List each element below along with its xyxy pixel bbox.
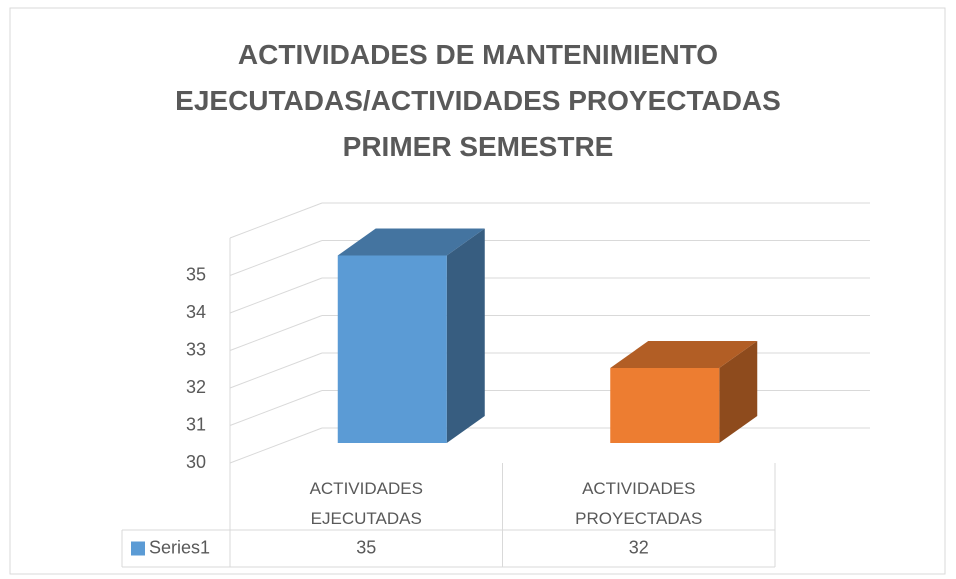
chart-title: ACTIVIDADES DE MANTENIMIENTO EJECUTADAS/… — [175, 39, 781, 162]
x-tick-label: ACTIVIDADES EJECUTADAS — [309, 479, 423, 528]
grid-line — [229, 352, 323, 389]
y-tick-label: 31 — [186, 414, 206, 434]
bar-side — [446, 228, 485, 443]
x-tick-label: ACTIVIDADES PROYECTADAS — [575, 479, 703, 528]
grid-line — [229, 427, 323, 464]
wall-edge — [229, 202, 323, 239]
bar-top — [610, 341, 758, 368]
y-tick-label: 32 — [186, 377, 206, 397]
legend-key — [131, 541, 145, 556]
table-value: 32 — [629, 537, 649, 557]
grid-line — [229, 315, 323, 351]
table-value: 35 — [356, 537, 376, 557]
grid-line — [229, 390, 323, 426]
grid-line — [229, 240, 323, 276]
y-tick-label: 30 — [186, 452, 206, 472]
grid-line — [229, 277, 323, 314]
bar-top — [337, 228, 485, 256]
legend-label: Series1 — [149, 537, 210, 557]
y-tick-label: 33 — [186, 339, 206, 359]
bar — [337, 255, 447, 443]
y-tick-label: 34 — [186, 302, 206, 322]
bar — [610, 368, 720, 443]
y-tick-label: 35 — [186, 264, 206, 284]
bar-side — [719, 341, 758, 443]
